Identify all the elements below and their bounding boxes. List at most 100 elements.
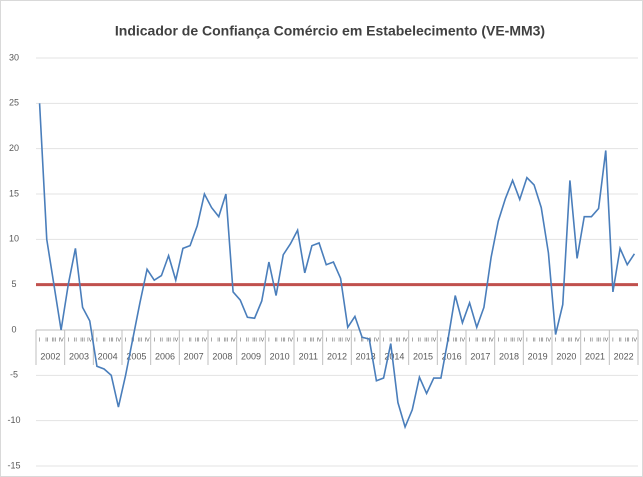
x-tick-label: III — [224, 337, 229, 343]
x-tick-label: I — [555, 337, 557, 343]
x-group-label: 2017 — [470, 351, 490, 361]
x-tick-label: III — [166, 337, 171, 343]
y-tick-label: 0 — [11, 324, 16, 334]
chart-title: Indicador de Confiança Comércio em Estab… — [115, 23, 545, 39]
x-tick-label: III — [138, 337, 143, 343]
x-group-label: 2011 — [299, 351, 318, 361]
x-tick-label: I — [239, 337, 241, 343]
x-tick-label: IV — [517, 337, 523, 343]
x-tick-label: I — [153, 337, 155, 343]
x-group-label: 2003 — [69, 351, 89, 361]
x-tick-label: I — [67, 337, 69, 343]
x-tick-label: III — [510, 337, 515, 343]
x-tick-label: IV — [58, 337, 64, 343]
x-tick-label: IV — [603, 337, 609, 343]
x-tick-label: II — [590, 337, 594, 343]
x-group-label: 2015 — [413, 351, 433, 361]
x-tick-label: IV — [374, 337, 380, 343]
x-tick-label: IV — [345, 337, 351, 343]
x-group-label: 2016 — [442, 351, 462, 361]
x-tick-label: III — [338, 337, 343, 343]
x-tick-label: III — [396, 337, 401, 343]
x-tick-label: IV — [574, 337, 580, 343]
y-tick-label: -15 — [7, 460, 20, 470]
x-tick-label: I — [268, 337, 270, 343]
x-tick-label: III — [80, 337, 85, 343]
x-tick-label: III — [52, 337, 57, 343]
x-group-label: 2014 — [384, 351, 404, 361]
x-tick-label: II — [303, 337, 307, 343]
x-tick-label: IV — [546, 337, 552, 343]
x-tick-label: III — [424, 337, 429, 343]
x-group-label: 2009 — [241, 351, 261, 361]
x-tick-label: IV — [173, 337, 179, 343]
x-tick-label: IV — [230, 337, 236, 343]
x-tick-label: I — [297, 337, 299, 343]
x-group-label: 2019 — [528, 351, 548, 361]
x-group-label: 2013 — [356, 351, 376, 361]
x-group-label: 2008 — [212, 351, 232, 361]
x-tick-label: IV — [202, 337, 208, 343]
x-group-label: 2004 — [98, 351, 118, 361]
x-tick-label: II — [275, 337, 279, 343]
x-tick-label: II — [160, 337, 164, 343]
x-tick-label: II — [361, 337, 365, 343]
x-tick-label: I — [411, 337, 413, 343]
x-tick-label: II — [561, 337, 565, 343]
x-tick-label: III — [625, 337, 630, 343]
x-group-label: 2021 — [585, 351, 605, 361]
x-tick-label: III — [568, 337, 573, 343]
x-group-label: 2022 — [614, 351, 634, 361]
x-tick-label: III — [482, 337, 487, 343]
x-tick-label: II — [103, 337, 107, 343]
x-tick-label: II — [74, 337, 78, 343]
x-tick-label: IV — [144, 337, 150, 343]
x-tick-label: I — [211, 337, 213, 343]
x-tick-label: II — [619, 337, 623, 343]
x-tick-label: IV — [316, 337, 322, 343]
x-tick-label: I — [125, 337, 127, 343]
x-tick-label: II — [389, 337, 393, 343]
x-tick-label: IV — [87, 337, 93, 343]
x-tick-label: II — [45, 337, 49, 343]
x-group-label: 2005 — [126, 351, 146, 361]
x-tick-label: III — [596, 337, 601, 343]
x-tick-label: II — [246, 337, 250, 343]
y-tick-label: 15 — [9, 188, 19, 198]
x-group-label: 2012 — [327, 351, 347, 361]
x-tick-label: I — [497, 337, 499, 343]
y-tick-label: 30 — [9, 52, 19, 62]
x-tick-label: I — [583, 337, 585, 343]
x-tick-label: II — [533, 337, 537, 343]
x-tick-label: I — [325, 337, 327, 343]
x-tick-label: IV — [402, 337, 408, 343]
x-tick-label: IV — [288, 337, 294, 343]
x-tick-label: III — [281, 337, 286, 343]
x-tick-label: II — [189, 337, 193, 343]
x-tick-label: I — [612, 337, 614, 343]
x-tick-label: I — [526, 337, 528, 343]
x-tick-label: III — [252, 337, 257, 343]
y-tick-label: 10 — [9, 234, 19, 244]
x-tick-label: II — [418, 337, 422, 343]
y-tick-label: -10 — [7, 415, 20, 425]
x-tick-label: IV — [431, 337, 437, 343]
x-tick-label: III — [109, 337, 114, 343]
x-tick-label: III — [310, 337, 315, 343]
x-tick-label: I — [39, 337, 41, 343]
y-tick-label: 25 — [9, 98, 19, 108]
x-tick-label: III — [195, 337, 200, 343]
x-tick-label: I — [96, 337, 98, 343]
x-tick-label: II — [217, 337, 221, 343]
x-tick-label: II — [332, 337, 336, 343]
x-tick-label: I — [354, 337, 356, 343]
x-tick-label: IV — [488, 337, 494, 343]
x-group-label: 2006 — [155, 351, 175, 361]
x-tick-label: II — [475, 337, 479, 343]
x-tick-label: IV — [259, 337, 265, 343]
x-tick-label: II — [504, 337, 508, 343]
y-tick-label: 5 — [11, 279, 16, 289]
x-group-label: 2007 — [184, 351, 204, 361]
x-tick-label: IV — [460, 337, 466, 343]
